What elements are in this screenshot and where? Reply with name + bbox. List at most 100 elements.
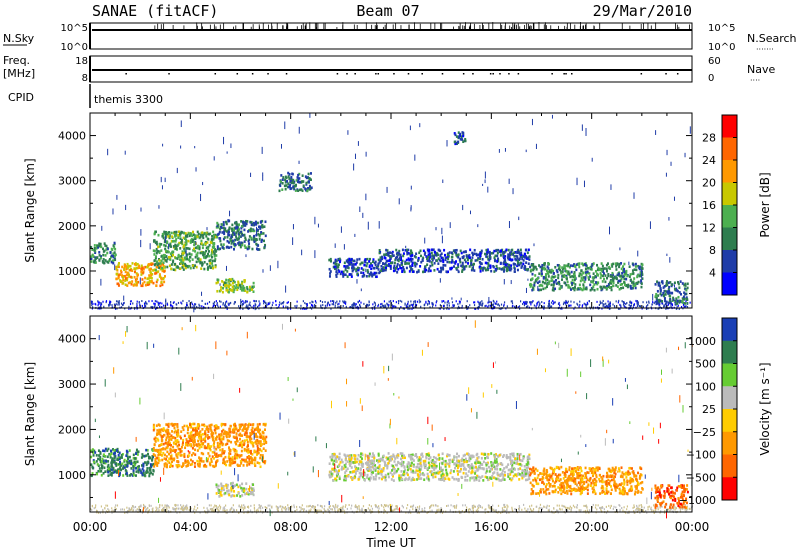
ground-scatter-cell bbox=[625, 511, 627, 514]
echo-cell bbox=[459, 260, 462, 264]
echo-cell bbox=[160, 276, 163, 280]
echo-cell bbox=[563, 281, 566, 284]
echo-cell bbox=[192, 230, 195, 234]
ground-scatter-cell bbox=[176, 507, 178, 510]
ground-scatter-cell bbox=[308, 505, 310, 508]
ground-scatter-cell bbox=[446, 504, 448, 507]
echo-cell bbox=[173, 230, 176, 234]
echo-cell bbox=[328, 275, 331, 278]
ground-scatter-cell bbox=[161, 510, 163, 513]
echo-cell bbox=[102, 258, 105, 261]
echo-cell bbox=[523, 252, 526, 256]
ground-scatter-cell bbox=[461, 510, 463, 513]
echo-cell bbox=[537, 288, 540, 292]
ground-scatter-cell bbox=[154, 303, 156, 306]
echo-cell bbox=[659, 288, 662, 292]
echo-cell bbox=[392, 269, 395, 273]
ground-scatter-cell bbox=[374, 304, 377, 307]
echo-cell bbox=[257, 232, 260, 236]
ground-scatter-cell bbox=[629, 305, 631, 308]
ground-scatter-cell bbox=[123, 301, 125, 304]
echo-cell bbox=[192, 264, 195, 268]
ground-scatter-cell bbox=[175, 510, 177, 513]
echo-cell bbox=[413, 261, 416, 265]
ground-scatter-cell bbox=[451, 306, 453, 309]
echo-cell bbox=[194, 237, 197, 241]
echo-cell bbox=[170, 267, 173, 271]
ground-scatter-cell bbox=[151, 508, 153, 511]
ground-scatter-cell bbox=[492, 303, 494, 306]
echo-cell bbox=[547, 270, 550, 274]
ground-scatter-cell bbox=[458, 300, 461, 303]
ground-scatter-cell bbox=[246, 300, 248, 303]
echo-cell bbox=[225, 220, 228, 224]
echo-cell bbox=[261, 224, 264, 228]
ground-scatter-cell bbox=[511, 508, 513, 511]
ground-scatter-cell bbox=[188, 300, 190, 303]
ground-scatter-cell bbox=[358, 505, 360, 508]
ground-scatter-cell bbox=[358, 303, 361, 306]
ground-scatter-cell bbox=[351, 304, 353, 307]
echo-cell bbox=[429, 264, 432, 268]
noise-cell bbox=[591, 157, 593, 162]
echo-cell bbox=[551, 279, 554, 282]
echo-cell bbox=[182, 236, 185, 240]
ground-scatter-cell bbox=[477, 305, 480, 308]
echo-cell bbox=[152, 269, 155, 272]
nave-dot bbox=[517, 73, 520, 75]
echo-cell bbox=[197, 232, 200, 236]
ground-scatter-cell bbox=[579, 303, 581, 306]
echo-cell bbox=[92, 454, 95, 457]
echo-cell bbox=[308, 188, 311, 191]
ground-scatter-cell bbox=[94, 302, 96, 305]
echo-cell bbox=[173, 262, 176, 266]
ground-scatter-cell bbox=[359, 510, 361, 513]
nave-dot bbox=[441, 73, 444, 75]
ground-scatter-cell bbox=[204, 510, 206, 513]
echo-cell bbox=[151, 472, 154, 476]
echo-cell bbox=[497, 257, 500, 261]
echo-cell bbox=[138, 264, 141, 268]
ground-scatter-cell bbox=[341, 506, 343, 509]
echo-cell bbox=[390, 261, 393, 265]
ground-scatter-cell bbox=[444, 301, 446, 304]
echo-cell bbox=[186, 264, 189, 268]
echo-cell bbox=[176, 257, 179, 260]
ground-scatter-cell bbox=[450, 504, 452, 507]
ground-scatter-cell bbox=[648, 505, 650, 508]
ground-scatter-cell bbox=[321, 301, 324, 304]
echo-cell bbox=[438, 270, 441, 273]
echo-cell bbox=[386, 249, 389, 252]
echo-cell bbox=[528, 283, 531, 287]
ground-scatter-cell bbox=[320, 304, 322, 307]
echo-cell bbox=[115, 265, 118, 269]
echo-cell bbox=[160, 259, 163, 263]
echo-cell bbox=[297, 178, 300, 181]
echo-cell bbox=[656, 299, 659, 303]
echo-cell bbox=[213, 241, 216, 245]
ground-scatter-cell bbox=[592, 503, 594, 506]
echo-cell bbox=[288, 177, 291, 180]
noise-cell bbox=[488, 252, 490, 258]
echo-cell bbox=[141, 473, 144, 477]
echo-cell bbox=[683, 283, 686, 287]
ground-scatter-cell bbox=[576, 506, 578, 509]
echo-cell bbox=[546, 265, 549, 268]
ground-scatter-cell bbox=[571, 506, 573, 509]
ground-scatter-cell bbox=[213, 506, 215, 509]
echo-cell bbox=[199, 261, 202, 265]
echo-cell bbox=[417, 270, 420, 273]
noise-cell bbox=[424, 237, 426, 244]
ground-scatter-cell bbox=[478, 301, 480, 304]
ground-scatter-cell bbox=[323, 505, 326, 508]
ground-scatter-cell bbox=[409, 304, 411, 307]
echo-cell bbox=[611, 276, 614, 280]
echo-cell bbox=[581, 278, 584, 282]
ground-scatter-cell bbox=[645, 307, 648, 310]
ground-scatter-cell bbox=[243, 301, 245, 304]
echo-cell bbox=[516, 257, 519, 260]
echo-cell bbox=[183, 237, 186, 240]
echo-cell bbox=[433, 250, 436, 254]
echo-cell bbox=[221, 246, 224, 249]
echo-cell bbox=[115, 277, 118, 281]
